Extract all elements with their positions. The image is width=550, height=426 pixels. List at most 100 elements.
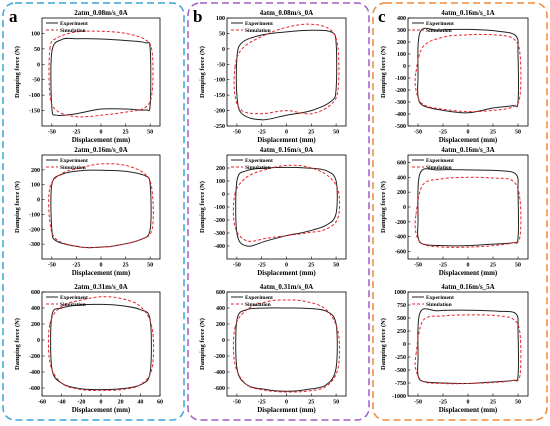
experiment-line xyxy=(235,166,338,247)
experiment-line xyxy=(50,169,152,249)
x-tick-label: 0 xyxy=(467,130,470,136)
y-tick-label: -200 xyxy=(29,227,40,233)
y-tick-label: -300 xyxy=(395,100,406,106)
legend-label-simulation: Simulation xyxy=(245,28,271,34)
chart-title: 2atm_0.31m/s_0A xyxy=(74,283,127,291)
y-tick-label: 200 xyxy=(216,322,225,328)
simulation-line xyxy=(414,314,522,385)
x-tick-label: -50 xyxy=(233,263,241,269)
y-axis-label: Damping force (N) xyxy=(380,46,387,98)
x-tick-label: -40 xyxy=(58,400,66,406)
x-tick-label: 25 xyxy=(308,130,314,136)
x-tick-label: 40 xyxy=(137,400,143,406)
y-tick-label: 400 xyxy=(397,175,406,181)
y-tick-label: 100 xyxy=(216,179,225,185)
chart-c1: 4atm_0.16m/s_1A -50 -25 0 25 50 -500 -400 -300 -2… xyxy=(380,9,529,144)
x-tick-label: -25 xyxy=(439,130,447,136)
y-tick-label: -150 xyxy=(214,93,225,99)
legend-label-simulation: Simulation xyxy=(245,302,271,308)
y-tick-label: 200 xyxy=(216,166,225,172)
y-tick-label: -1000 xyxy=(392,394,406,400)
plot-frame xyxy=(226,17,347,127)
legend-label-experiment: Experiment xyxy=(245,21,273,27)
y-tick-label: -400 xyxy=(395,112,406,118)
simulation-line xyxy=(414,176,522,248)
y-tick-label: 1000 xyxy=(394,290,406,296)
y-axis-label: Damping force (N) xyxy=(380,181,387,233)
simulation-line xyxy=(48,163,154,249)
chart-a1: 2atm_0.08m/s_0A -50 -25 0 25 50 -150 -100 -50 0 50… xyxy=(14,9,161,144)
x-tick-label: 0 xyxy=(100,400,103,406)
y-tick-label: -100 xyxy=(29,212,40,218)
y-tick-label: 600 xyxy=(31,290,40,296)
y-tick-label: 0 xyxy=(37,338,40,344)
x-tick-label: 0 xyxy=(285,263,288,269)
y-axis-label: Damping force (N) xyxy=(14,318,21,370)
x-axis-label: Displacement (mm) xyxy=(439,136,498,144)
experiment-line xyxy=(50,303,152,391)
x-tick-label: -20 xyxy=(77,400,85,406)
x-tick-label: 0 xyxy=(467,400,470,406)
x-tick-label: 20 xyxy=(118,400,124,406)
legend-label-simulation: Simulation xyxy=(426,28,452,34)
y-tick-label: -400 xyxy=(214,244,225,250)
chart-a2: 2atm_0.16m/s_0A -50 -25 0 25 50 -300 -200 -100 0 1… xyxy=(14,146,161,277)
y-tick-label: 100 xyxy=(31,183,40,189)
x-tick-label: 25 xyxy=(123,263,129,269)
y-tick-label: -500 xyxy=(395,124,406,130)
y-tick-label: -250 xyxy=(214,124,225,130)
x-tick-label: 0 xyxy=(100,130,103,136)
y-tick-label: -200 xyxy=(395,88,406,94)
y-tick-label: 0 xyxy=(222,338,225,344)
y-tick-label: -100 xyxy=(29,93,40,99)
x-tick-label: 50 xyxy=(515,130,521,136)
x-axis-label: Displacement (mm) xyxy=(439,269,498,277)
x-tick-label: 50 xyxy=(147,130,153,136)
simulation-line xyxy=(232,164,341,242)
x-tick-label: 50 xyxy=(515,400,521,406)
x-tick-label: 0 xyxy=(100,263,103,269)
chart-b1: 4atm_0.08m/s_0A-50 -25 0 25 50-250-200-150-1… xyxy=(199,9,347,144)
y-tick-label: -50 xyxy=(32,78,40,84)
y-tick-label: 400 xyxy=(31,306,40,312)
y-tick-label: 100 xyxy=(31,31,40,37)
legend-label-experiment: Experiment xyxy=(426,295,454,301)
y-tick-label: 50 xyxy=(34,47,40,53)
y-tick-label: 50 xyxy=(219,31,225,37)
y-tick-label: 100 xyxy=(397,52,406,58)
y-tick-label: 0 xyxy=(37,62,40,68)
x-tick-label: 60 xyxy=(157,400,163,406)
x-tick-label: -25 xyxy=(258,130,266,136)
y-tick-label: 0 xyxy=(37,198,40,204)
legend-label-simulation: Simulation xyxy=(426,165,452,171)
y-tick-label: -400 xyxy=(214,370,225,376)
legend-label-experiment: Experiment xyxy=(60,21,88,27)
y-axis-label: Damping force (N) xyxy=(380,318,387,370)
y-tick-label: 250 xyxy=(397,329,406,335)
y-tick-label: 0 xyxy=(403,64,406,70)
y-tick-label: 0 xyxy=(403,205,406,211)
plot-frame xyxy=(407,17,529,127)
simulation-line xyxy=(233,23,340,115)
y-tick-label: 200 xyxy=(397,40,406,46)
x-tick-label: -50 xyxy=(414,263,422,269)
x-tick-label: -25 xyxy=(258,400,266,406)
x-tick-label: -50 xyxy=(233,400,241,406)
simulation-line xyxy=(48,30,154,118)
x-axis-label: Displacement (mm) xyxy=(439,406,498,414)
legend-label-simulation: Simulation xyxy=(60,28,86,34)
legend-label-experiment: Experiment xyxy=(245,295,273,301)
x-tick-label: -25 xyxy=(258,263,266,269)
legend-label-experiment: Experiment xyxy=(426,158,454,164)
chart-c2: 4atm_0.16m/s_3A -50 -25 0 25 50 -600 -400 -200 0 2… xyxy=(380,146,529,277)
x-axis-label: Displacement (mm) xyxy=(72,406,131,414)
panel-letter-a: a xyxy=(9,7,18,26)
x-tick-label: 25 xyxy=(490,263,496,269)
simulation-line xyxy=(232,299,341,393)
chart-b3: 4atm_0.31m/s_0A -50 -25 0 25 50 -600 -400 -200 0 2… xyxy=(199,283,347,414)
y-tick-label: -600 xyxy=(395,250,406,256)
experiment-line xyxy=(50,37,152,117)
legend-label-experiment: Experiment xyxy=(60,158,88,164)
y-tick-label: -250 xyxy=(395,355,406,361)
